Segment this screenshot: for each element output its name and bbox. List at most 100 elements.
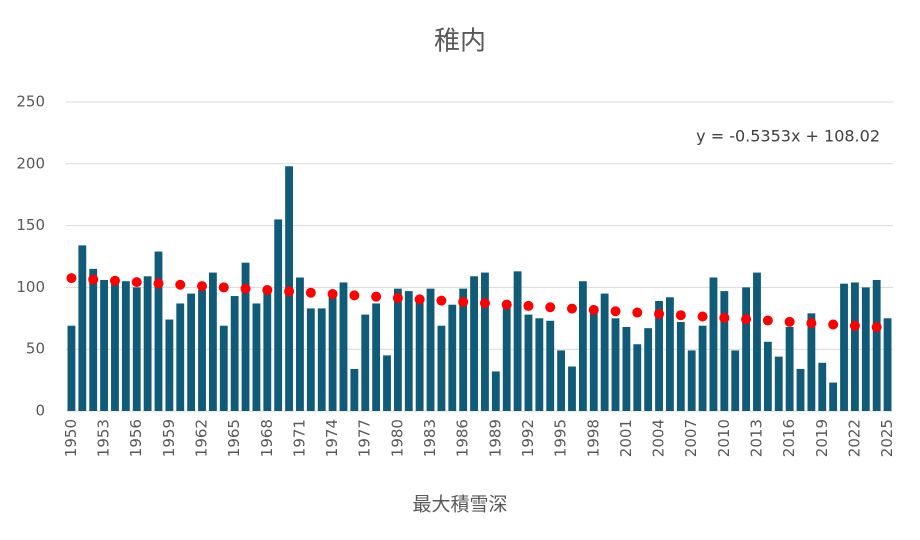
bar <box>611 318 620 411</box>
trendline-point <box>414 294 425 305</box>
trendline-point <box>523 300 534 311</box>
bar <box>481 272 489 411</box>
x-tick-label: 1986 <box>454 419 472 457</box>
x-tick-label: 2010 <box>715 419 733 457</box>
x-tick-label: 2016 <box>780 419 798 457</box>
trendline-point <box>66 273 77 284</box>
x-tick-label: 2007 <box>682 419 700 457</box>
x-tick-label: 1950 <box>62 419 80 457</box>
bar <box>296 277 304 411</box>
bar <box>861 287 870 411</box>
trendline-point <box>697 311 708 322</box>
bar <box>219 325 228 411</box>
trendline-point <box>131 277 142 288</box>
bar <box>328 291 337 411</box>
bar <box>415 299 424 411</box>
bar <box>383 355 391 411</box>
bar <box>100 279 109 411</box>
x-tick-label: 1974 <box>323 419 341 457</box>
bar <box>600 293 609 411</box>
bar <box>372 303 381 411</box>
bar <box>274 219 283 411</box>
trendline-point <box>741 314 752 325</box>
trendline-point <box>88 274 99 285</box>
x-tick-label: 2004 <box>650 419 668 457</box>
trendline-point <box>806 318 817 329</box>
bar <box>67 325 76 411</box>
bar <box>143 276 152 411</box>
trendline-point <box>392 292 403 303</box>
bar <box>687 350 696 411</box>
bar <box>720 291 729 411</box>
trendline-point <box>305 287 316 298</box>
bar <box>763 341 772 411</box>
bar <box>622 326 631 411</box>
bar <box>252 303 261 411</box>
bar <box>666 297 674 411</box>
x-tick-label: 1962 <box>193 419 211 457</box>
bar <box>187 293 196 411</box>
bar <box>78 245 87 411</box>
bar <box>230 296 239 411</box>
trendline-point <box>479 298 490 309</box>
bar <box>306 308 315 411</box>
trendline-point <box>871 322 882 333</box>
trendline-point <box>371 291 382 302</box>
trendline-point <box>262 285 273 296</box>
bar <box>535 318 544 411</box>
bar <box>176 303 185 411</box>
x-tick-label: 2019 <box>813 419 831 457</box>
bar <box>546 320 555 411</box>
bar <box>883 318 892 411</box>
bar <box>709 277 718 411</box>
y-tick-label: 0 <box>35 402 45 420</box>
trendline-point <box>436 295 447 306</box>
bar <box>655 300 663 411</box>
x-tick-label: 1965 <box>225 419 243 457</box>
trendline-point <box>501 299 512 310</box>
x-tick-label: 1980 <box>388 419 406 457</box>
y-tick-label: 250 <box>16 93 45 111</box>
trendline-point <box>349 290 360 301</box>
y-tick-label: 150 <box>16 216 45 234</box>
bar <box>829 382 838 411</box>
bar <box>742 287 751 411</box>
bar <box>557 350 566 411</box>
x-tick-label: 1995 <box>552 419 570 457</box>
bar <box>872 279 881 411</box>
x-tick-label: 1956 <box>127 419 145 457</box>
x-tick-label: 2001 <box>617 419 635 457</box>
bar <box>111 278 119 411</box>
bar <box>796 368 805 411</box>
bar <box>361 314 370 411</box>
bar <box>393 288 402 411</box>
x-tick-label: 1992 <box>519 419 537 457</box>
trendline-point <box>327 289 338 300</box>
trendline-point <box>458 296 469 307</box>
bar <box>470 276 478 411</box>
x-tick-label: 1959 <box>160 419 178 457</box>
bar <box>132 287 141 411</box>
bar <box>437 325 446 411</box>
x-tick-label: 1998 <box>584 419 602 457</box>
bar <box>263 289 272 411</box>
trendline-point <box>610 306 621 317</box>
bar <box>426 288 435 411</box>
bar <box>753 272 761 411</box>
bar <box>339 282 348 411</box>
bar <box>568 366 576 411</box>
trendline-point <box>849 320 860 331</box>
bar <box>633 344 642 411</box>
bar <box>644 328 653 411</box>
bar <box>818 362 827 411</box>
x-tick-label: 1989 <box>486 419 504 457</box>
bar <box>698 325 707 411</box>
bar <box>165 319 174 411</box>
bar <box>350 368 359 411</box>
trendline-point <box>675 310 686 321</box>
y-tick-label: 100 <box>16 278 45 296</box>
x-tick-label: 1977 <box>356 419 374 457</box>
x-tick-label: 2022 <box>845 419 863 457</box>
trendline-point <box>284 286 295 297</box>
